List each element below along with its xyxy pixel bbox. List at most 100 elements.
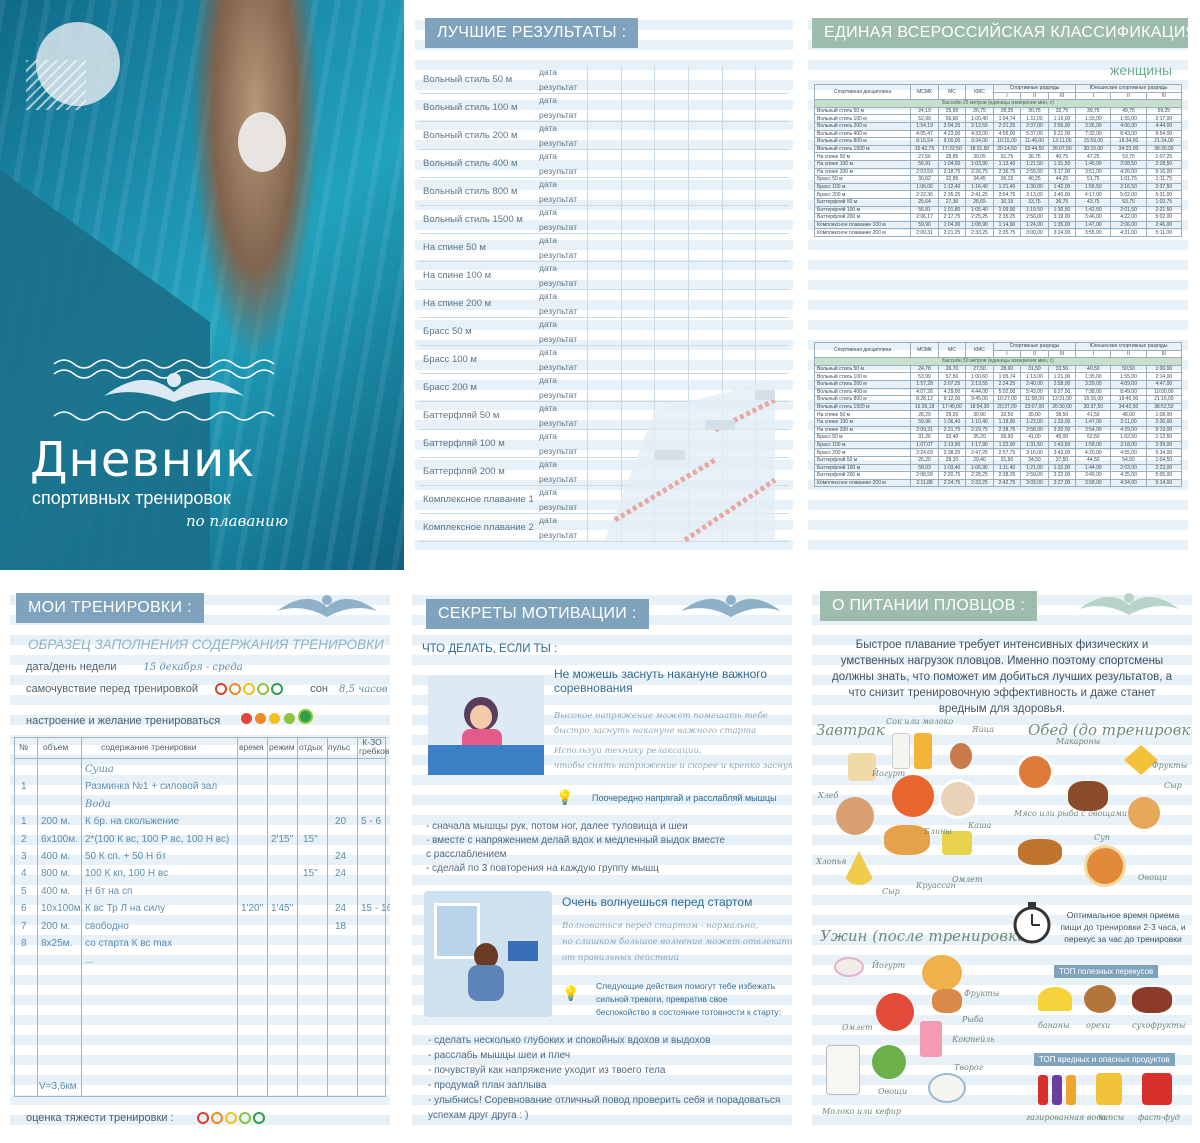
- discipline-name: На спине 200 м: [813, 425, 912, 435]
- result-cell[interactable]: [688, 262, 722, 289]
- result-cell[interactable]: [721, 262, 756, 289]
- tip-1-step: - сделай по 3 повторения на каждую групп…: [426, 863, 659, 874]
- result-cells[interactable]: [587, 262, 789, 289]
- result-cell[interactable]: [587, 514, 621, 541]
- breakfast-item-label: Блины: [924, 827, 952, 836]
- result-cells[interactable]: [587, 318, 789, 345]
- result-cell[interactable]: [587, 290, 621, 317]
- result-cell[interactable]: [755, 318, 789, 345]
- result-cell[interactable]: [654, 290, 688, 317]
- result-cell[interactable]: [721, 178, 756, 205]
- result-cells[interactable]: [587, 206, 789, 233]
- result-cells[interactable]: [587, 122, 789, 149]
- result-cell[interactable]: [587, 234, 621, 261]
- mood-faces-icon[interactable]: [241, 709, 313, 727]
- result-cell[interactable]: [688, 234, 722, 261]
- result-cells[interactable]: [587, 178, 789, 205]
- result-cell[interactable]: [755, 94, 789, 121]
- result-cell[interactable]: [654, 234, 688, 261]
- col-discipline: Спортивная дисциплина: [813, 341, 912, 359]
- result-cell[interactable]: [587, 122, 621, 149]
- result-cell[interactable]: [654, 346, 688, 373]
- result-cell[interactable]: [755, 150, 789, 177]
- result-cell[interactable]: [654, 150, 688, 177]
- result-cell[interactable]: [688, 318, 722, 345]
- result-cell[interactable]: [721, 150, 756, 177]
- result-cell[interactable]: [587, 150, 621, 177]
- result-cell[interactable]: [654, 122, 688, 149]
- result-cell[interactable]: [755, 290, 789, 317]
- norm-value: 2:33,25: [965, 478, 994, 488]
- result-cell[interactable]: [587, 94, 621, 121]
- result-cells[interactable]: [587, 94, 789, 121]
- result-cell[interactable]: [755, 262, 789, 289]
- result-cell[interactable]: [620, 178, 655, 205]
- result-cell[interactable]: [688, 150, 722, 177]
- result-cell[interactable]: [587, 346, 621, 373]
- result-cell[interactable]: [654, 318, 688, 345]
- result-cell[interactable]: [587, 66, 621, 93]
- result-cell[interactable]: [688, 94, 722, 121]
- result-cell[interactable]: [654, 94, 688, 121]
- result-cell[interactable]: [688, 374, 722, 401]
- result-cell[interactable]: [654, 206, 688, 233]
- result-cell[interactable]: [755, 346, 789, 373]
- result-cells[interactable]: [587, 234, 789, 261]
- cell-strokes: 15 - 16: [361, 903, 390, 915]
- result-cell[interactable]: [755, 234, 789, 261]
- result-cell[interactable]: [620, 206, 655, 233]
- result-cell[interactable]: [755, 122, 789, 149]
- result-cell[interactable]: [587, 486, 621, 513]
- result-cell[interactable]: [620, 234, 655, 261]
- result-cell[interactable]: [620, 374, 655, 401]
- result-cell[interactable]: [721, 94, 756, 121]
- result-cell[interactable]: [620, 122, 655, 149]
- result-cell[interactable]: [654, 178, 688, 205]
- result-cell[interactable]: [688, 206, 722, 233]
- result-cell[interactable]: [587, 318, 621, 345]
- norm-value: 3:46,00: [1075, 213, 1112, 222]
- result-cell[interactable]: [755, 178, 789, 205]
- result-cell[interactable]: [587, 402, 621, 429]
- result-cells[interactable]: [587, 150, 789, 177]
- result-cell[interactable]: [721, 122, 756, 149]
- result-cell[interactable]: [620, 346, 655, 373]
- result-cell[interactable]: [587, 430, 621, 457]
- result-cell[interactable]: [654, 374, 688, 401]
- result-cell[interactable]: [721, 374, 756, 401]
- result-cell[interactable]: [587, 262, 621, 289]
- result-cell[interactable]: [620, 458, 655, 485]
- result-cell[interactable]: [587, 206, 621, 233]
- result-cell[interactable]: [688, 178, 722, 205]
- result-cell[interactable]: [755, 206, 789, 233]
- result-cell[interactable]: [721, 206, 756, 233]
- result-cell[interactable]: [620, 318, 655, 345]
- result-cell[interactable]: [587, 458, 621, 485]
- result-cell[interactable]: [688, 122, 722, 149]
- result-cell[interactable]: [721, 234, 756, 261]
- result-cell[interactable]: [620, 262, 655, 289]
- feeling-rating[interactable]: [215, 683, 288, 696]
- result-cell[interactable]: [721, 290, 756, 317]
- result-cell[interactable]: [620, 66, 655, 93]
- result-cells[interactable]: [587, 66, 789, 93]
- result-cell[interactable]: [721, 346, 756, 373]
- result-cell[interactable]: [688, 290, 722, 317]
- result-cell[interactable]: [587, 178, 621, 205]
- result-cell[interactable]: [620, 430, 655, 457]
- result-cell[interactable]: [620, 94, 655, 121]
- result-cell[interactable]: [620, 290, 655, 317]
- result-cell[interactable]: [688, 346, 722, 373]
- result-cell[interactable]: [654, 262, 688, 289]
- result-cell[interactable]: [620, 402, 655, 429]
- result-cell[interactable]: [688, 66, 722, 93]
- result-cell[interactable]: [654, 66, 688, 93]
- load-rating[interactable]: [196, 1112, 267, 1125]
- result-cells[interactable]: [587, 346, 789, 373]
- result-cell[interactable]: [721, 318, 756, 345]
- result-cell[interactable]: [620, 150, 655, 177]
- result-cell[interactable]: [721, 66, 756, 93]
- result-cell[interactable]: [587, 374, 621, 401]
- result-cell[interactable]: [755, 66, 789, 93]
- result-cells[interactable]: [587, 290, 789, 317]
